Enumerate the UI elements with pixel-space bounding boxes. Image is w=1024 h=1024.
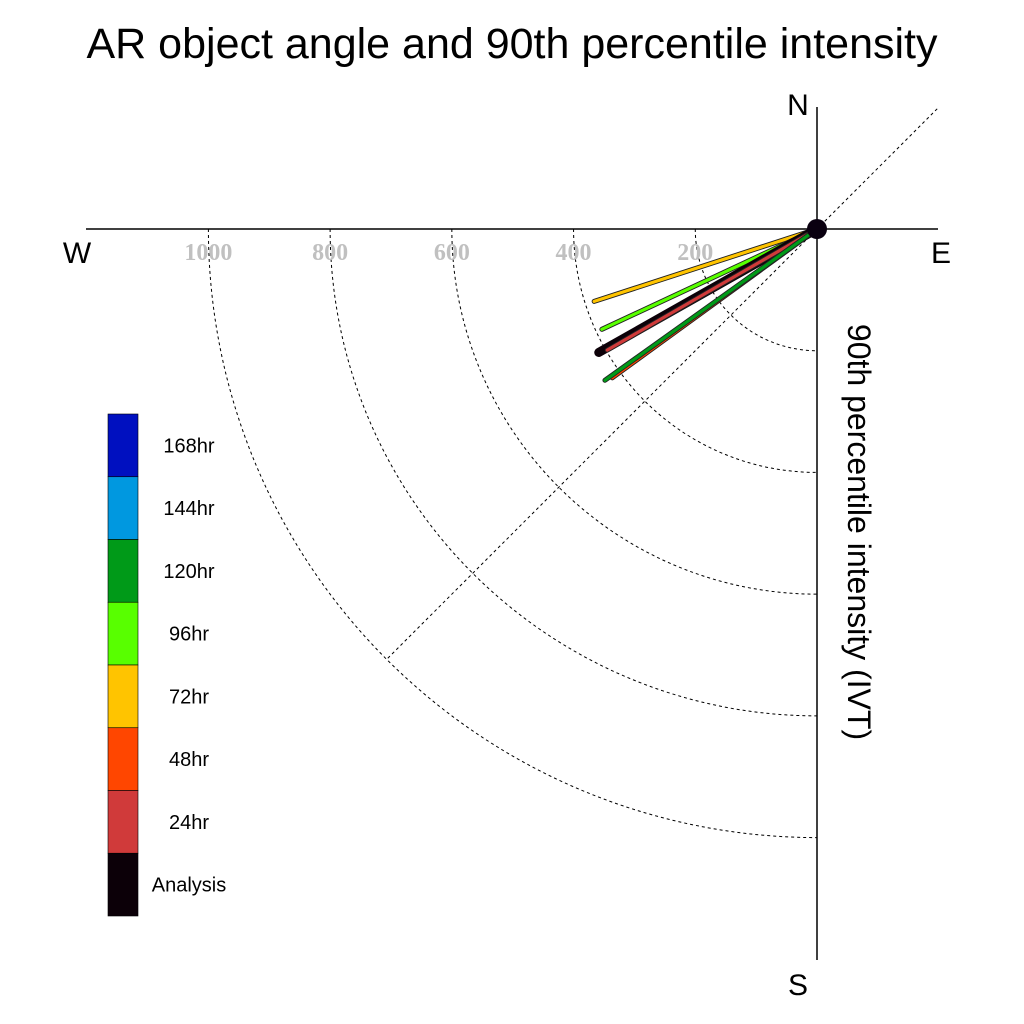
legend-swatch bbox=[107, 601, 139, 666]
origin-marker bbox=[807, 219, 827, 239]
compass-axes: N S E W bbox=[63, 89, 951, 1002]
vector-line bbox=[592, 227, 819, 304]
vector-24hr bbox=[604, 226, 820, 353]
vector-line bbox=[605, 227, 819, 352]
radial-tick-label: 600 bbox=[434, 240, 470, 266]
legend-swatch bbox=[107, 727, 139, 791]
legend: 168hr 144hr 120hr 96hr 72hr 48hr 24hr Analysis bbox=[107, 413, 226, 917]
radial-tick-label: 1000 bbox=[184, 240, 232, 266]
legend-swatch bbox=[107, 413, 139, 478]
compass-east: E bbox=[931, 237, 951, 270]
compass-south: S bbox=[788, 969, 808, 1002]
grid-arc-600 bbox=[451, 228, 818, 595]
grid-diagonal bbox=[386, 108, 938, 660]
grid-arc-1000 bbox=[207, 228, 818, 839]
radial-tick-labels: 200 400 600 800 1000 bbox=[184, 240, 713, 266]
y-axis-label: 90th percentile intensity (IVT) bbox=[841, 324, 877, 740]
legend-label: 168hr bbox=[163, 435, 214, 457]
radial-tick-label: 200 bbox=[677, 240, 713, 266]
grid-arc-200 bbox=[694, 228, 818, 352]
legend-label: 72hr bbox=[169, 686, 209, 708]
legend-label: Analysis bbox=[152, 875, 226, 897]
vector-120hr bbox=[602, 226, 820, 383]
legend-label: 24hr bbox=[169, 812, 209, 834]
grid-arc-400 bbox=[573, 228, 818, 473]
vector-line bbox=[603, 227, 819, 382]
legend-label: 120hr bbox=[163, 561, 214, 583]
grid-arc-800 bbox=[329, 228, 818, 717]
legend-label: 144hr bbox=[163, 498, 214, 520]
radial-tick-label: 400 bbox=[556, 240, 592, 266]
legend-swatch bbox=[107, 539, 139, 603]
legend-swatch bbox=[107, 852, 139, 917]
compass-west: W bbox=[63, 237, 92, 270]
legend-swatch bbox=[107, 664, 139, 729]
compass-north: N bbox=[787, 89, 809, 122]
legend-swatch bbox=[107, 476, 139, 540]
legend-swatch bbox=[107, 790, 139, 854]
legend-label: 48hr bbox=[169, 749, 209, 771]
legend-label: 96hr bbox=[169, 624, 209, 646]
intensity-vectors bbox=[591, 224, 822, 383]
vector-72hr bbox=[591, 226, 820, 304]
polar-grid bbox=[207, 108, 938, 839]
radial-tick-label: 800 bbox=[312, 240, 348, 266]
chart-title: AR object angle and 90th percentile inte… bbox=[87, 20, 938, 68]
